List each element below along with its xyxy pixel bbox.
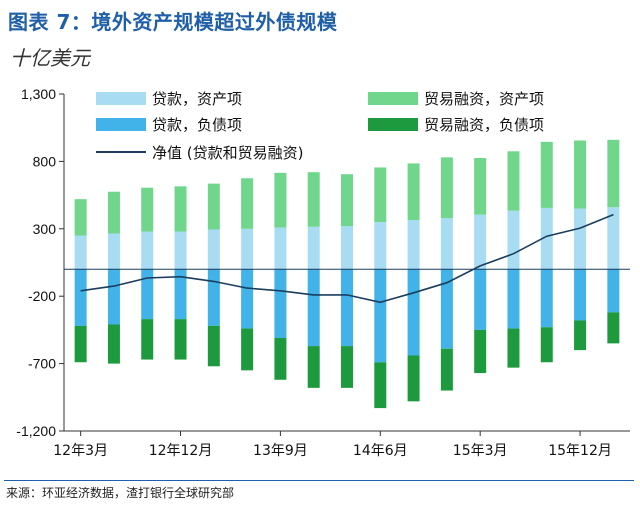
bar-loan-asset [174, 231, 187, 270]
bar-trade-asset [407, 163, 420, 221]
y-tick-label: 300 [33, 221, 57, 237]
bar-loan-asset [540, 207, 553, 270]
y-tick-label: 1,300 [21, 86, 56, 102]
bar-loan-liability [540, 269, 553, 328]
bar-trade-asset [207, 183, 220, 230]
legend-label: 贸易融资，资产项 [424, 90, 544, 108]
bar-loan-liability [174, 269, 187, 320]
bar-loan-asset [607, 207, 620, 270]
bar-loan-asset [474, 214, 487, 270]
bar-trade-asset [107, 191, 120, 234]
bar-trade-liability [341, 346, 353, 388]
bar-trade-liability [574, 320, 587, 351]
x-tick-label: 15年3月 [453, 443, 508, 459]
bar-loan-asset [207, 229, 220, 270]
bar-loan-liability [274, 269, 287, 338]
bar-loan-liability [141, 269, 154, 320]
bar-trade-liability [107, 324, 120, 364]
bar-loan-liability [507, 269, 520, 329]
bar-loan-liability [374, 269, 387, 363]
legend-swatch-trade-asset [368, 92, 418, 105]
x-tick-label: 13年9月 [253, 443, 308, 459]
bar-loan-liability [341, 269, 353, 347]
unit-label: 十亿美元 [10, 46, 90, 70]
bar-trade-asset [74, 199, 87, 236]
source-note: 来源：环亚经济数据，渣打银行全球研究部 [6, 486, 235, 500]
legend-label: 贷款，资产项 [152, 90, 242, 108]
bar-loan-asset [74, 235, 87, 270]
bar-loan-liability [407, 269, 420, 356]
bar-trade-asset [607, 139, 620, 208]
y-tick-label: -1,200 [16, 423, 56, 439]
bar-trade-asset [574, 140, 587, 209]
bar-loan-liability [241, 269, 254, 329]
bar-loan-asset [241, 228, 254, 270]
figure-title: 图表 7：境外资产规模超过外债规模 [8, 10, 338, 34]
bar-trade-asset [307, 172, 320, 227]
bar-trade-liability [374, 362, 387, 409]
legend-label: 贸易融资，负债项 [424, 116, 544, 134]
bar-trade-asset [141, 187, 154, 232]
bar-loan-liability [207, 269, 220, 326]
bar-trade-liability [507, 328, 520, 368]
source-divider [4, 480, 634, 481]
y-tick-label: 800 [33, 153, 57, 169]
legend-swatch-loan-asset [96, 92, 146, 105]
bar-trade-liability [540, 327, 553, 363]
bar-trade-liability [407, 355, 420, 402]
y-tick-label: -700 [28, 356, 56, 372]
bar-trade-asset [274, 172, 287, 228]
bar-trade-asset [440, 157, 453, 219]
bar-loan-liability [107, 269, 120, 325]
net-value-line [80, 213, 614, 304]
bar-trade-asset [241, 178, 254, 229]
bar-trade-liability [607, 312, 620, 344]
bar-trade-asset [507, 151, 520, 211]
bar-trade-asset [374, 167, 387, 223]
bar-trade-liability [274, 337, 287, 380]
bar-trade-asset [341, 174, 353, 227]
bar-trade-liability [440, 348, 453, 391]
bar-trade-liability [474, 329, 487, 374]
bar-loan-asset [507, 210, 520, 270]
x-tick-label: 12年12月 [149, 443, 213, 459]
bar-trade-liability [174, 319, 187, 360]
bar-trade-liability [207, 325, 220, 367]
x-tick-label: 12年3月 [53, 443, 108, 459]
bar-trade-liability [241, 328, 254, 371]
legend-swatch-loan-liability [96, 118, 146, 131]
x-tick-label: 14年6月 [353, 443, 408, 459]
bar-loan-liability [574, 269, 587, 321]
bar-loan-asset [341, 226, 353, 270]
bar-trade-asset [174, 186, 187, 232]
bar-loan-asset [574, 208, 587, 270]
bar-loan-asset [274, 227, 287, 270]
y-tick-label: -200 [28, 288, 56, 304]
bar-loan-liability [74, 269, 87, 326]
bar-loan-asset [440, 218, 453, 270]
bar-loan-liability [607, 269, 620, 313]
legend-swatch-trade-liability [368, 118, 418, 131]
bar-trade-asset [540, 141, 553, 208]
bar-loan-liability [307, 269, 320, 347]
bar-loan-liability [440, 269, 453, 349]
bar-loan-liability [474, 269, 487, 330]
bar-trade-liability [74, 325, 87, 363]
legend-label: 净值 (贷款和贸易融资) [152, 144, 303, 162]
bar-trade-liability [307, 346, 320, 388]
legend-label: 贷款，负债项 [152, 116, 242, 134]
bar-trade-asset [474, 158, 487, 215]
bar-loan-asset [374, 222, 387, 270]
bar-loan-asset [107, 233, 120, 270]
bar-loan-asset [307, 226, 320, 270]
bar-trade-liability [141, 319, 154, 360]
bar-loan-asset [407, 220, 420, 270]
bar-loan-asset [141, 231, 154, 270]
x-tick-label: 15年12月 [548, 443, 612, 459]
